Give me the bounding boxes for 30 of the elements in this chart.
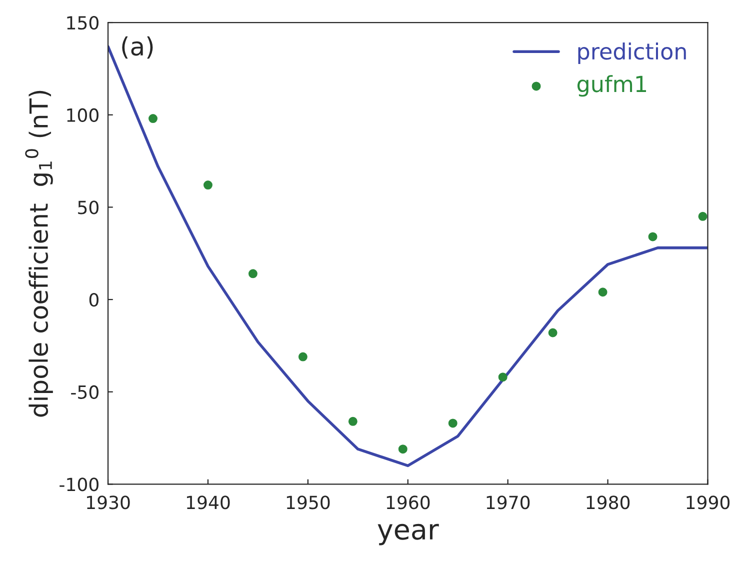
y-tick-label: 50 xyxy=(78,200,98,214)
point xyxy=(203,180,212,190)
y-axis-title: dipole coefficient g$_{1}$$^{0}$ (nT) xyxy=(25,90,53,417)
point xyxy=(348,416,358,426)
point xyxy=(598,288,608,297)
point xyxy=(548,328,558,338)
x-tick-label: 1940 xyxy=(186,496,230,510)
point xyxy=(248,269,258,278)
legend-label: prediction xyxy=(578,42,686,64)
y-tick-label: 0 xyxy=(89,292,98,307)
point xyxy=(698,212,708,221)
x-tick-label: 1960 xyxy=(386,496,430,510)
y-tick-label: -100 xyxy=(60,478,98,492)
point xyxy=(148,114,158,124)
x-tick-label: 1950 xyxy=(286,496,330,510)
y-tick-label: 100 xyxy=(67,108,98,122)
x-tick-label: 1990 xyxy=(686,496,730,510)
legend-label: gufm1 xyxy=(577,75,646,97)
x-tick-label: 1980 xyxy=(586,496,630,510)
y-tick-label: -50 xyxy=(71,385,98,399)
y-tick-label: 150 xyxy=(67,16,98,30)
x-tick-label: 1930 xyxy=(87,496,130,510)
x-axis-title: year xyxy=(378,524,439,546)
x-tick-label: 1970 xyxy=(486,496,530,510)
point xyxy=(398,444,408,454)
annotation: (a) xyxy=(122,36,153,59)
point xyxy=(498,372,508,382)
point xyxy=(298,352,308,362)
point xyxy=(648,232,658,242)
point xyxy=(448,418,458,428)
